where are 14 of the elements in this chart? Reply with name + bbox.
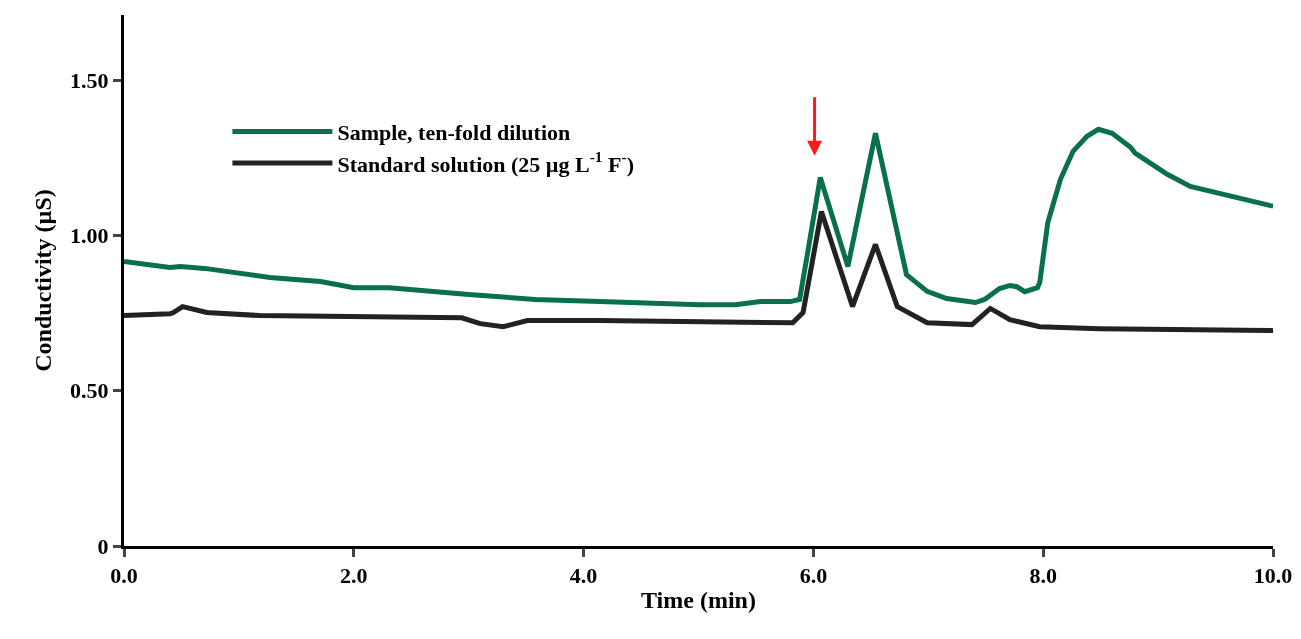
x-tick-label: 0.0: [110, 563, 138, 589]
y-tick-label: 0: [97, 533, 109, 559]
y-axis-title: Conductivity (µS): [30, 189, 57, 372]
legend-label: Sample, ten-fold dilution: [337, 119, 571, 145]
legend-label: Standard solution (25 µg L$^{-1}$ F$^{-}$): [337, 148, 634, 177]
y-tick-label: 1.00: [70, 223, 109, 249]
x-tick-label: 6.0: [799, 563, 828, 589]
y-tick-label: 1.50: [70, 67, 109, 93]
x-axis-title: Time (min): [641, 586, 756, 613]
y-tick-label: 0.50: [70, 378, 109, 404]
x-tick-label: 10.0: [1253, 563, 1293, 589]
x-tick-label: 4.0: [569, 563, 598, 589]
x-tick-label: 8.0: [1029, 563, 1057, 589]
x-tick-label: 2.0: [340, 563, 368, 589]
